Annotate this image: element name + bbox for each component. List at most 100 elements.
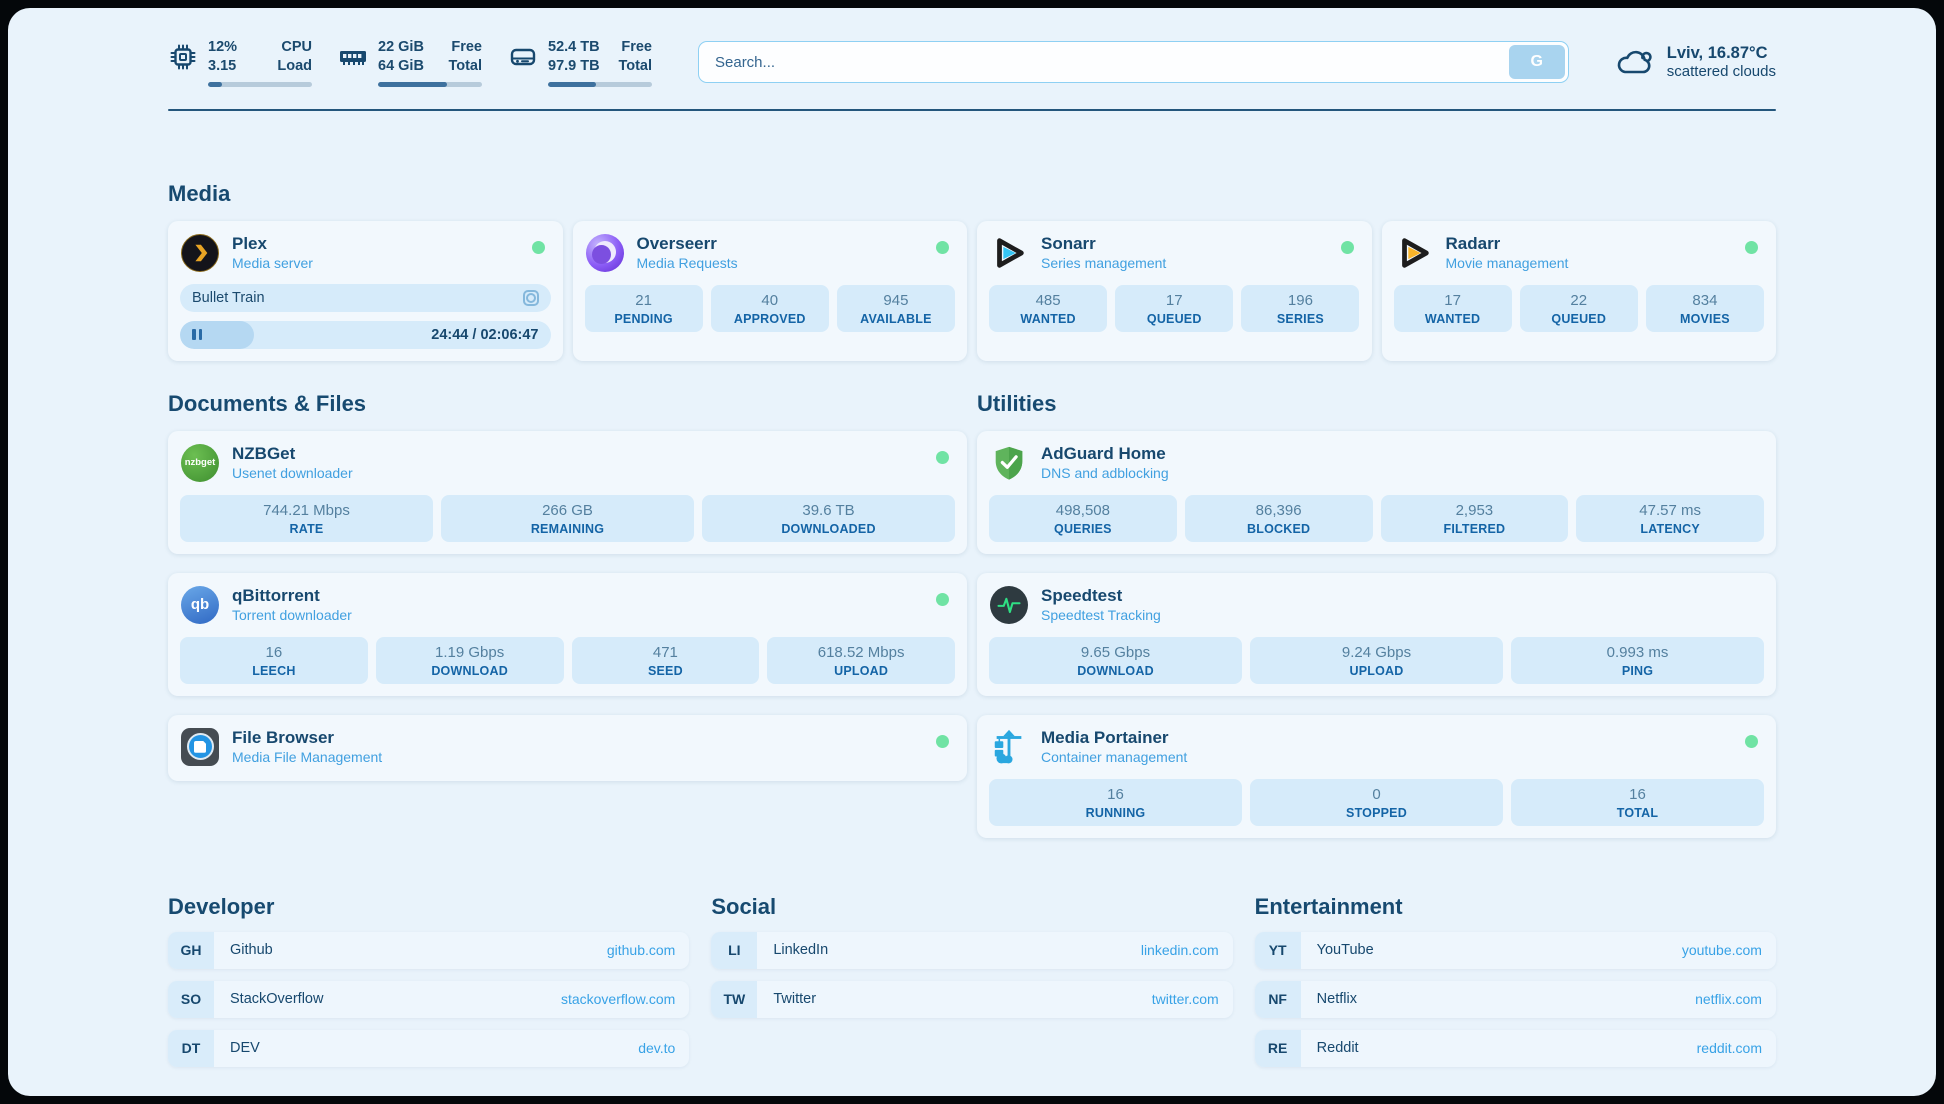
bookmark-url[interactable]: reddit.com [1696,1040,1762,1057]
app-name: qBittorrent [232,585,320,605]
stat-pill: 2,953 FILTERED [1380,494,1569,542]
bookmark-dev[interactable]: DT DEV dev.to [168,1029,690,1067]
bookmark-url[interactable]: linkedin.com [1140,942,1219,959]
stat-label: AVAILABLE [860,311,932,326]
bookmark-name: LinkedIn [773,942,829,959]
status-dot [936,592,949,606]
section-title-developer: Developer [168,893,275,919]
stat-label: REMAINING [530,521,605,536]
app-description: DNS and adblocking [1041,465,1169,482]
stat-pill: 16 TOTAL [1511,778,1764,826]
bookmark-url[interactable]: github.com [606,942,676,959]
app-description: Series management [1041,255,1167,272]
stat-pill: 744.21 Mbps RATE [180,494,433,542]
stat-label: UPLOAD [834,663,889,678]
bookmark-youtube[interactable]: YT YouTube youtube.com [1254,931,1776,969]
ram-total-value: 64 GiB [378,57,424,74]
bookmark-url[interactable]: youtube.com [1681,942,1762,959]
stat-label: QUEUED [1551,311,1607,326]
stat-label: MOVIES [1679,311,1730,326]
bookmark-linkedin[interactable]: LI LinkedIn linkedin.com [711,931,1233,969]
bookmark-url[interactable]: stackoverflow.com [560,991,676,1008]
ram-total-label: Total [448,57,482,74]
system-stats: 12% 3.15 CPU Load [168,38,652,87]
stat-value: 618.52 Mbps [817,643,905,661]
stat-value: 22 [1570,291,1588,309]
stat-label: TOTAL [1616,805,1659,820]
bookmark-twitter[interactable]: TW Twitter twitter.com [711,980,1233,1018]
stat-value: 17 [1165,291,1183,309]
app-description: Container management [1041,749,1188,766]
app-card-nzbget[interactable]: nzbget NZBGet Usenet downloader 744.21 M… [168,430,967,554]
bookmark-reddit[interactable]: RE Reddit reddit.com [1254,1029,1776,1067]
stat-value: 945 [883,291,909,309]
bookmark-abbr: GH [168,931,214,969]
header-bar: 12% 3.15 CPU Load [168,8,1776,87]
app-card-portainer[interactable]: Media Portainer Container management 16 … [977,714,1776,838]
stat-label: WANTED [1424,311,1481,326]
cpu-label: CPU [281,39,312,55]
playback-progress-bar: 24:44 / 02:06:47 [180,320,551,349]
weather-widget: Lviv, 16.87°C scattered clouds [1615,44,1776,80]
stat-value: 0 [1372,785,1381,803]
app-description: Speedtest Tracking [1041,607,1161,624]
nzbget-icon: nzbget [180,443,220,483]
app-name: NZBGet [232,443,296,463]
bookmark-netflix[interactable]: NF Netflix netflix.com [1254,980,1776,1018]
bookmark-github[interactable]: GH Github github.com [168,931,690,969]
disk-usage-bar [548,81,652,87]
disk-widget: 52.4 TB 97.9 TB Free Total [508,38,652,87]
ram-icon [340,51,366,65]
status-dot [1340,240,1354,254]
stat-label: SEED [647,663,683,678]
bookmark-name: YouTube [1316,942,1374,959]
app-card-qbittorrent[interactable]: qb qBittorrent Torrent downloader 16 LEE… [168,572,967,696]
search-input[interactable] [702,53,1509,71]
app-card-sonarr[interactable]: Sonarr Series management 485 WANTED 17 Q… [977,220,1372,361]
plex-icon [180,233,220,273]
bookmark-name: Netflix [1316,991,1357,1008]
stat-pill: 86,396 BLOCKED [1184,494,1373,542]
bookmark-url[interactable]: netflix.com [1695,991,1762,1008]
bookmark-stackoverflow[interactable]: SO StackOverflow stackoverflow.com [168,980,690,1018]
search-engine-button[interactable]: G [1508,45,1565,80]
status-dot [936,240,949,254]
stat-pill: 1.19 Gbps DOWNLOAD [375,636,564,684]
app-description: Media File Management [232,749,383,766]
stat-label: DOWNLOAD [1077,663,1154,678]
app-name: Media Portainer [1041,727,1169,747]
app-card-plex[interactable]: Plex Media server Bullet Train 24:44 / 0 [168,220,563,361]
stat-label: QUEUED [1146,311,1202,326]
sonarr-icon [989,233,1029,273]
app-card-speedtest[interactable]: Speedtest Speedtest Tracking 9.65 Gbps D… [977,572,1776,696]
stat-value: 16 [1107,785,1124,803]
app-description: Media Requests [636,255,738,272]
stat-pill: 485 WANTED [989,284,1108,332]
bookmark-url[interactable]: dev.to [638,1040,676,1057]
app-card-radarr[interactable]: Radarr Movie management 17 WANTED 22 QUE… [1381,220,1776,361]
stat-value: 21 [635,291,652,309]
bookmark-abbr: DT [168,1029,214,1067]
app-card-overseerr[interactable]: Overseerr Media Requests 21 PENDING 40 A… [572,220,967,361]
bookmark-name: Reddit [1316,1040,1359,1057]
stat-pill: 196 SERIES [1241,284,1360,332]
stat-pill: 17 QUEUED [1115,284,1234,332]
bookmark-name: StackOverflow [230,991,324,1008]
bookmark-url[interactable]: twitter.com [1151,991,1219,1008]
stat-value: 471 [652,643,678,661]
disk-free-value: 52.4 TB [548,39,600,55]
stat-label: LEECH [252,663,296,678]
section-title-entertainment: Entertainment [1254,893,1403,919]
app-name: Speedtest [1041,585,1123,605]
now-playing-title: Bullet Train [192,289,265,306]
playback-time: 24:44 / 02:06:47 [431,326,539,343]
header-divider [168,108,1776,111]
stat-label: PENDING [614,311,673,326]
app-card-adguard[interactable]: AdGuard Home DNS and adblocking 498,508 … [977,430,1776,554]
app-card-filebrowser[interactable]: File Browser Media File Management [168,714,967,781]
speedtest-icon [989,585,1029,625]
app-description: Usenet downloader [232,465,353,482]
cpu-widget: 12% 3.15 CPU Load [168,38,312,87]
app-name: Sonarr [1041,233,1096,253]
bookmark-abbr: YT [1254,931,1301,969]
